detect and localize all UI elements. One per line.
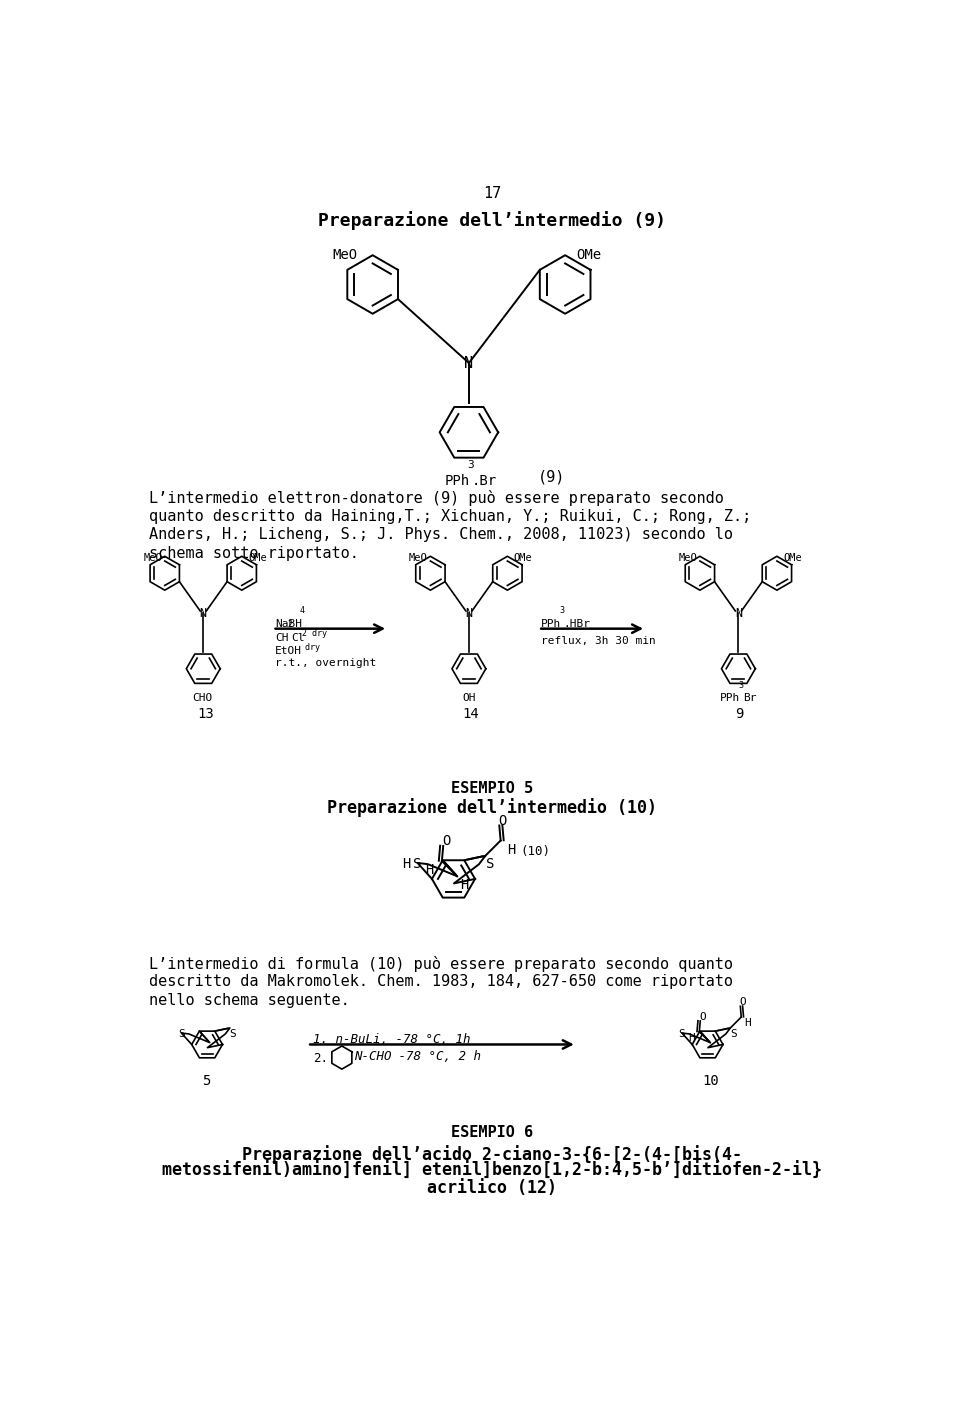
Text: L’intermedio elettron-donatore (9) può essere preparato secondo: L’intermedio elettron-donatore (9) può e… [150,490,724,506]
Text: 17: 17 [483,186,501,200]
Text: MeO: MeO [409,553,427,563]
Text: CH: CH [275,632,288,642]
Text: N: N [465,355,473,371]
Text: 3: 3 [559,605,564,615]
Text: 2.: 2. [313,1052,328,1066]
Text: N: N [200,607,206,620]
Text: ESEMPIO 6: ESEMPIO 6 [451,1125,533,1140]
Text: S: S [229,1029,236,1039]
Text: N: N [734,607,742,620]
Text: 4: 4 [300,605,304,615]
Text: H: H [507,843,516,857]
Text: Cl: Cl [291,632,304,642]
Text: S: S [679,1029,685,1039]
Text: Anders, H.; Licheng, S.; J. Phys. Chem., 2008, 11023) secondo lo: Anders, H.; Licheng, S.; J. Phys. Chem.,… [150,527,733,541]
Text: dry: dry [300,642,321,652]
Text: OMe: OMe [576,247,601,261]
Text: 2 dry: 2 dry [301,628,326,638]
Text: reflux, 3h 30 min: reflux, 3h 30 min [540,637,656,647]
Text: 3: 3 [738,681,743,691]
Text: Br: Br [743,693,756,703]
Text: PPh: PPh [444,473,469,487]
Text: H: H [688,1033,695,1043]
Text: Preparazione dell’intermedio (9): Preparazione dell’intermedio (9) [318,210,666,230]
Text: 5: 5 [202,1074,210,1087]
Text: .Br: .Br [472,473,497,487]
Text: metossifenil)amino]fenil] etenil]benzo[1,2-b:4,5-b’]ditiofen-2-il}: metossifenil)amino]fenil] etenil]benzo[1… [162,1162,822,1181]
Text: 1. n-BuLi, -78 °C, 1h: 1. n-BuLi, -78 °C, 1h [313,1033,470,1046]
Text: O: O [739,998,746,1007]
Text: 9: 9 [735,708,744,722]
Text: quanto descritto da Haining,T.; Xichuan, Y.; Ruikui, C.; Rong, Z.;: quanto descritto da Haining,T.; Xichuan,… [150,509,752,523]
Text: O: O [699,1012,706,1022]
Text: (9): (9) [539,469,565,485]
Text: H: H [461,878,468,892]
Text: S: S [413,857,421,871]
Text: 10: 10 [702,1074,719,1087]
Text: O: O [498,814,507,828]
Text: H: H [425,864,434,877]
Text: OMe: OMe [514,553,532,563]
Text: NaBH: NaBH [275,618,301,628]
Text: -78 °C, 2 h: -78 °C, 2 h [391,1050,481,1063]
Text: S: S [178,1029,184,1039]
Text: .HBr: .HBr [564,618,590,628]
Text: Preparazione dell’acido 2-ciano-3-{6-[2-(4-[bis(4-: Preparazione dell’acido 2-ciano-3-{6-[2-… [242,1145,742,1164]
Text: (10): (10) [520,845,551,858]
Text: EtOH: EtOH [275,645,301,655]
Text: S: S [731,1029,737,1039]
Text: OMe: OMe [248,553,267,563]
Text: PPh: PPh [720,693,740,703]
Text: ESEMPIO 5: ESEMPIO 5 [451,782,533,796]
Text: H: H [402,857,411,871]
Text: PPh: PPh [540,618,561,628]
Text: schema sotto riportato.: schema sotto riportato. [150,546,359,560]
Text: OMe: OMe [783,553,802,563]
Text: OH: OH [463,693,476,703]
Text: CHO: CHO [192,693,213,703]
Text: O: O [443,834,450,848]
Text: nello schema seguente.: nello schema seguente. [150,993,350,1007]
Text: 3: 3 [468,460,474,470]
Text: r.t., overnight: r.t., overnight [275,658,376,668]
Text: acrilico (12): acrilico (12) [427,1179,557,1198]
Text: descritto da Makromolek. Chem. 1983, 184, 627-650 come riportato: descritto da Makromolek. Chem. 1983, 184… [150,975,733,989]
Text: 2: 2 [287,620,292,628]
Text: MeO: MeO [679,553,697,563]
Text: Preparazione dell’intermedio (10): Preparazione dell’intermedio (10) [327,799,657,817]
Text: L’intermedio di formula (10) può essere preparato secondo quanto: L’intermedio di formula (10) può essere … [150,956,733,972]
Text: S: S [486,857,494,871]
Text: H: H [744,1019,751,1029]
Text: 13: 13 [197,708,214,722]
Text: MeO: MeO [143,553,162,563]
Text: N-CHO: N-CHO [354,1050,392,1063]
Text: MeO: MeO [332,247,358,261]
Text: N: N [466,607,472,620]
Text: 14: 14 [463,708,479,722]
